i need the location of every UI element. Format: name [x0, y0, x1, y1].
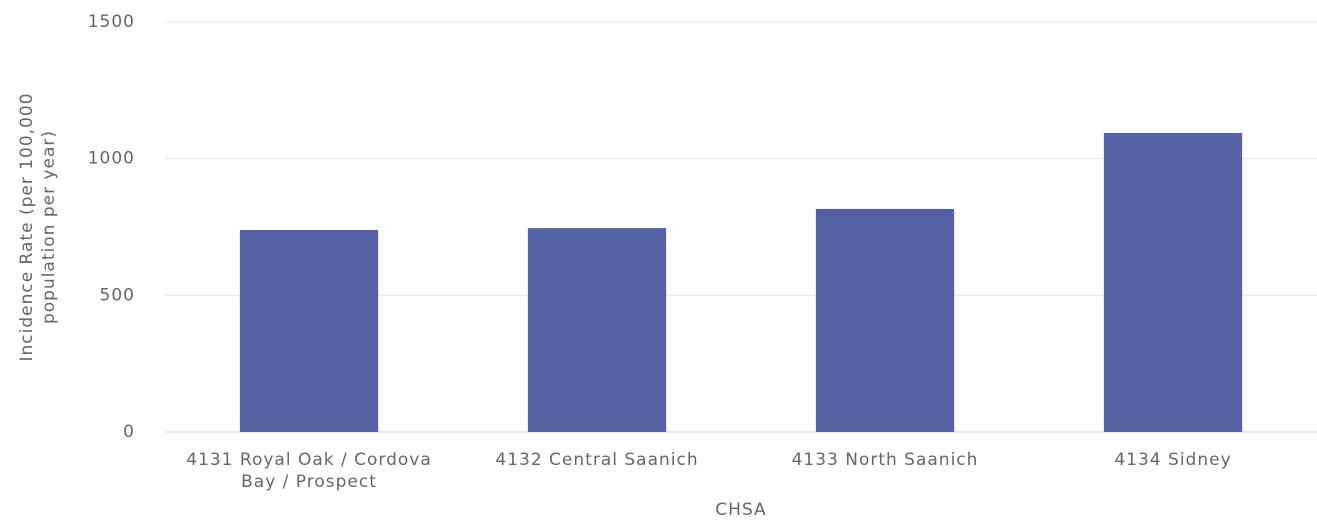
- x-tick-label: 4133 North Saanich: [791, 450, 979, 470]
- x-tick-label: 4132 Central Saanich: [495, 450, 699, 470]
- bar: [1103, 132, 1243, 432]
- y-tick-label: 1000: [88, 149, 135, 169]
- bar: [239, 230, 379, 432]
- x-axis-label: CHSA: [715, 500, 767, 520]
- x-tick-label: 4131 Royal Oak / Cordova Bay / Prospect: [186, 450, 432, 492]
- y-axis-label: Incidence Rate (per 100,000 population p…: [17, 92, 59, 362]
- bar: [527, 228, 667, 432]
- y-tick-label: 500: [100, 285, 135, 305]
- y-tick-label: 1500: [88, 12, 135, 32]
- x-tick-label: 4134 Sidney: [1114, 450, 1232, 470]
- bar: [815, 208, 955, 432]
- y-tick-label: 0: [123, 422, 135, 442]
